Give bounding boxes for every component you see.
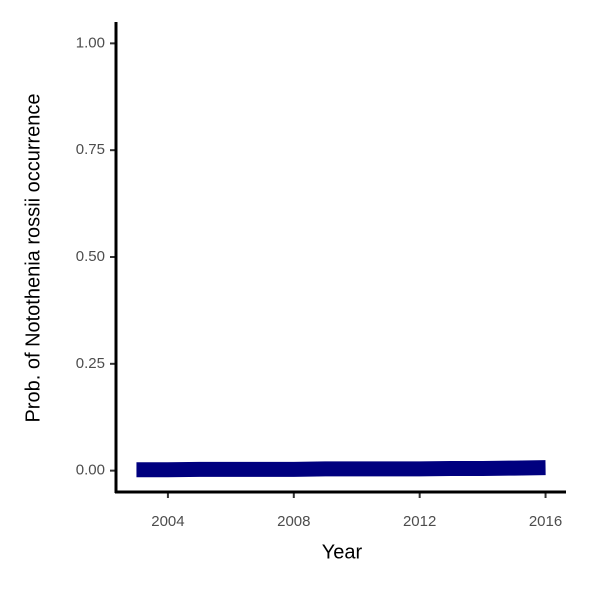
y-tick-label: 0.00: [76, 462, 105, 479]
y-tick-label: 0.25: [76, 355, 105, 372]
y-axis-title: Prob. of Notothenia rossii occurrence: [22, 93, 44, 422]
line: [136, 460, 546, 478]
y-tick-label: 0.50: [76, 248, 105, 265]
y-tick-label: 0.75: [76, 141, 105, 158]
x-axis-title: Year: [322, 541, 363, 563]
x-tick-label: 2012: [403, 513, 436, 530]
y-tick-label: 1.00: [76, 34, 105, 51]
x-tick-label: 2016: [529, 513, 562, 530]
x-tick-label: 2008: [277, 513, 310, 530]
x-tick-label: 2004: [151, 513, 184, 530]
